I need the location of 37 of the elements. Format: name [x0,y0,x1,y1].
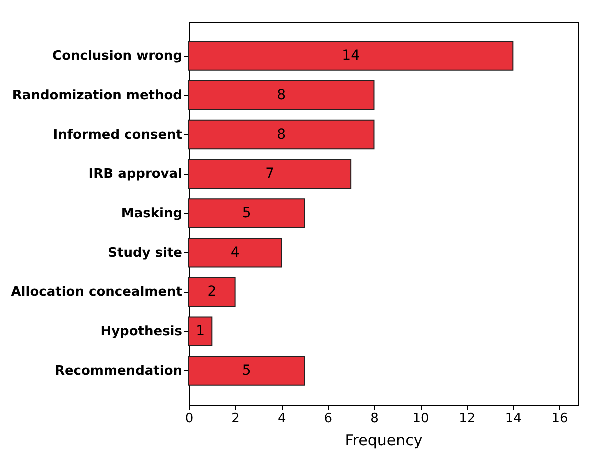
bar [188,238,282,268]
y-tick-label: Study site [108,246,183,261]
x-tick-label: 8 [370,412,379,426]
bar [188,316,213,346]
x-tick-label: 10 [412,412,430,426]
data-label: 14 [342,48,360,64]
bar [188,41,514,71]
y-tick-label: IRB approval [88,167,182,182]
bar [188,356,306,386]
x-tick-label: 16 [552,412,568,426]
y-tick-label: Informed consent [53,128,182,143]
bar [188,159,352,190]
data-label: 4 [230,244,240,261]
data-label: 8 [277,126,286,143]
y-tick-label: Randomization method [12,88,182,104]
bar [188,80,375,110]
y-tick-label: Masking [121,206,182,222]
y-tick-label: Recommendation [54,364,182,379]
data-label: 8 [277,87,286,104]
x-tick-label: 0 [185,412,194,426]
bar [188,120,375,150]
data-label: 7 [266,166,275,182]
y-tick-label: Conclusion wrong [52,49,182,64]
data-label: 1 [196,324,206,340]
x-axis-title: Frequency [345,432,423,450]
y-tick-label: Hypothesis [100,324,183,340]
x-tick-label: 2 [232,412,240,426]
data-label: 5 [242,362,252,379]
bar [188,277,236,308]
data-label: 5 [242,206,252,222]
data-label: 2 [208,284,217,300]
x-tick-label: 4 [278,412,286,426]
x-tick-label: 6 [324,412,333,426]
x-tick-label: 14 [505,412,522,426]
x-tick-label: 12 [459,412,476,426]
y-tick-label: Allocation concealment [11,285,182,300]
bar [188,198,306,228]
